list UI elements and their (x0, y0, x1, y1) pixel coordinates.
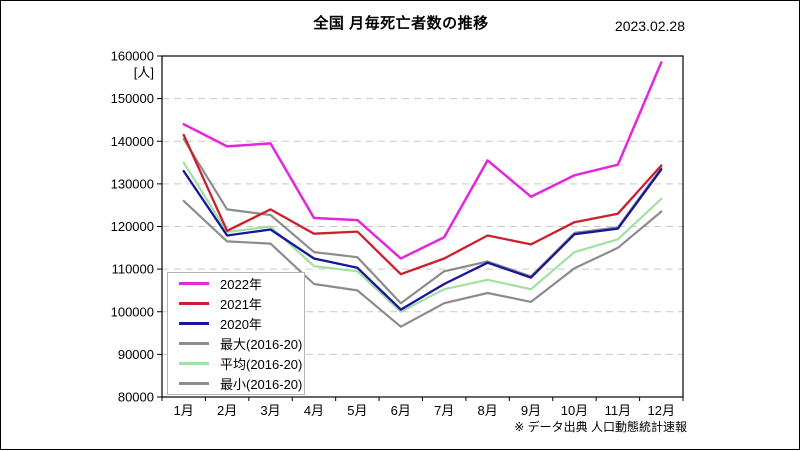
svg-text:11月: 11月 (605, 403, 632, 418)
legend-label: 最小(2016-20) (220, 377, 303, 392)
svg-text:160000: 160000 (111, 49, 154, 64)
legend-line-swatch (179, 282, 209, 285)
legend-label: 最大(2016-20) (220, 337, 303, 352)
svg-text:4月: 4月 (304, 403, 324, 418)
svg-text:3月: 3月 (260, 403, 280, 418)
series-line-2020年 (182, 168, 663, 311)
svg-text:150000: 150000 (111, 91, 154, 106)
legend-item: 平均(2016-20) (168, 354, 304, 373)
svg-text:5月: 5月 (347, 403, 367, 418)
series-line-平均(2016-20) (182, 161, 663, 313)
y-axis-unit: [人] (134, 65, 154, 80)
svg-text:1月: 1月 (174, 403, 194, 418)
svg-text:140000: 140000 (111, 134, 154, 149)
legend-label: 2021年 (220, 297, 262, 312)
legend-label: 2022年 (220, 277, 262, 292)
series-line-2022年 (182, 61, 663, 260)
legend-item: 2021年 (168, 294, 304, 313)
legend: 2022年 2021年 2020年最大(2016-20) 平均(2016-20) 最小(… (167, 272, 305, 395)
data-source-note: ※ データ出典 人口動態統計速報 (514, 420, 687, 434)
svg-text:12月: 12月 (648, 403, 675, 418)
legend-item: 2020年 (168, 314, 304, 333)
svg-text:6月: 6月 (391, 403, 411, 418)
legend-label: 平均(2016-20) (220, 357, 303, 372)
svg-text:130000: 130000 (111, 176, 154, 191)
legend-line-swatch (179, 362, 209, 365)
legend-line-swatch (179, 322, 209, 325)
report-date: 2023.02.28 (614, 18, 685, 34)
svg-text:120000: 120000 (111, 219, 154, 234)
svg-text:110000: 110000 (112, 262, 154, 277)
axis-ticks (157, 55, 684, 401)
svg-text:9月: 9月 (521, 403, 541, 418)
legend-label: 2020年 (220, 317, 262, 332)
x-axis-labels: 1月 2月 3月 4月 5月 6月 7月 8月 9月 10月 11月 12月 (174, 403, 675, 418)
legend-item: 最小(2016-20) (168, 374, 304, 393)
legend-item: 最大(2016-20) (168, 334, 304, 353)
series-line-最小(2016-20) (182, 199, 663, 328)
svg-text:10月: 10月 (561, 403, 588, 418)
svg-text:90000: 90000 (118, 347, 154, 362)
svg-text:8月: 8月 (478, 403, 498, 418)
page-title: 全国 月毎死亡者数の推移 (313, 15, 489, 32)
svg-text:2月: 2月 (217, 403, 237, 418)
legend-line-swatch (179, 302, 209, 305)
svg-text:100000: 100000 (111, 304, 154, 319)
y-axis-labels: 80000 90000 100000 110000 120000 130000 140000… (111, 49, 154, 405)
legend-item: 2022年 (168, 274, 304, 293)
series-line-2021年 (182, 133, 663, 276)
svg-text:80000: 80000 (118, 390, 154, 405)
svg-text:7月: 7月 (434, 403, 454, 418)
legend-line-swatch (179, 342, 209, 345)
legend-line-swatch (179, 382, 209, 385)
plot-frame (161, 55, 684, 398)
